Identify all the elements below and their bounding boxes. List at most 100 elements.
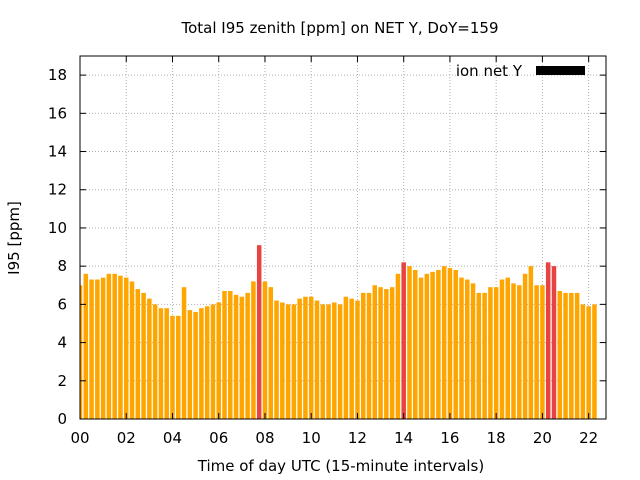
legend: ion net Y <box>456 62 585 80</box>
bar <box>459 277 464 419</box>
y-tick-label: 14 <box>48 143 67 161</box>
bar <box>291 304 297 419</box>
bar <box>384 289 389 419</box>
bar <box>412 269 418 419</box>
y-tick-label: 8 <box>57 257 67 275</box>
bar <box>447 268 453 419</box>
bar <box>187 310 193 419</box>
legend-label: ion net Y <box>456 62 523 80</box>
bar <box>320 304 326 419</box>
bar <box>522 273 528 419</box>
bar <box>378 287 383 419</box>
bar-highlight <box>545 262 551 419</box>
bar <box>343 296 349 419</box>
y-tick-label: 12 <box>48 181 67 199</box>
y-tick-label: 6 <box>57 295 67 313</box>
bar <box>563 292 568 419</box>
bar <box>366 292 372 419</box>
bar <box>499 279 505 419</box>
bar <box>493 287 499 419</box>
bar <box>430 271 435 419</box>
bar <box>251 281 256 419</box>
x-axis-ticks: 00 02 04 06 08 10 12 14 16 18 20 22 <box>70 56 598 447</box>
bar <box>441 266 447 419</box>
x-tick-label: 16 <box>440 429 459 447</box>
bar <box>123 277 129 419</box>
bar <box>465 279 470 419</box>
bar <box>297 298 302 419</box>
bar <box>308 296 314 419</box>
bar <box>332 302 337 419</box>
bar-series <box>80 245 597 419</box>
y-tick-label: 10 <box>48 219 67 237</box>
bar <box>170 315 175 419</box>
x-tick-label: 06 <box>209 429 228 447</box>
bar <box>274 300 279 419</box>
bar <box>268 287 274 419</box>
bar <box>95 279 100 419</box>
bar <box>418 277 424 419</box>
bar <box>89 279 94 419</box>
bar <box>569 292 574 419</box>
bar <box>511 283 516 419</box>
bar <box>181 287 187 419</box>
x-tick-label: 00 <box>70 429 89 447</box>
bar-highlight <box>401 262 406 419</box>
bar <box>100 277 106 419</box>
y-tick-label: 0 <box>57 410 67 428</box>
bar <box>106 273 112 419</box>
bar <box>482 292 487 419</box>
chart-title: Total I95 zenith [ppm] on NET Y, DoY=159 <box>180 19 498 37</box>
bar <box>314 300 320 419</box>
bar <box>158 308 164 419</box>
bar <box>360 292 366 419</box>
bar <box>204 306 210 419</box>
bar <box>112 273 117 419</box>
y-tick-label: 4 <box>57 334 67 352</box>
bar <box>389 287 395 419</box>
bar <box>326 304 331 419</box>
y-tick-label: 2 <box>57 372 67 390</box>
bar <box>470 283 476 419</box>
bar <box>488 287 493 419</box>
bar <box>141 292 146 419</box>
x-tick-label: 10 <box>302 429 321 447</box>
bar <box>303 296 308 419</box>
bar <box>424 273 430 419</box>
bar <box>210 304 216 419</box>
bar <box>152 304 158 419</box>
bar <box>83 273 89 419</box>
bar <box>395 273 401 419</box>
bar <box>147 298 152 419</box>
y-tick-label: 16 <box>48 104 67 122</box>
bar <box>193 312 198 419</box>
bar <box>580 304 586 419</box>
x-tick-label: 22 <box>579 429 598 447</box>
bar <box>222 290 227 419</box>
bar <box>262 281 268 419</box>
bar <box>233 294 239 419</box>
y-axis-ticks: 0 2 4 6 8 10 12 14 16 18 <box>48 66 606 428</box>
x-axis-label: Time of day UTC (15-minute intervals) <box>197 457 484 475</box>
bar <box>540 285 545 419</box>
y-tick-label: 18 <box>48 66 67 84</box>
bar <box>337 304 343 419</box>
x-tick-label: 12 <box>348 429 367 447</box>
bar-highlight <box>256 245 262 419</box>
bar <box>280 302 285 419</box>
bar <box>528 266 534 419</box>
bar <box>349 298 354 419</box>
bar <box>517 285 522 419</box>
bar <box>118 275 123 419</box>
bar <box>586 306 591 419</box>
bar <box>453 269 458 419</box>
bar <box>199 308 204 419</box>
bar-highlight <box>551 266 557 419</box>
bar <box>164 308 169 419</box>
x-tick-label: 04 <box>163 429 182 447</box>
bar <box>129 281 135 419</box>
bar <box>505 277 510 419</box>
legend-swatch <box>536 66 585 75</box>
x-tick-label: 18 <box>487 429 506 447</box>
